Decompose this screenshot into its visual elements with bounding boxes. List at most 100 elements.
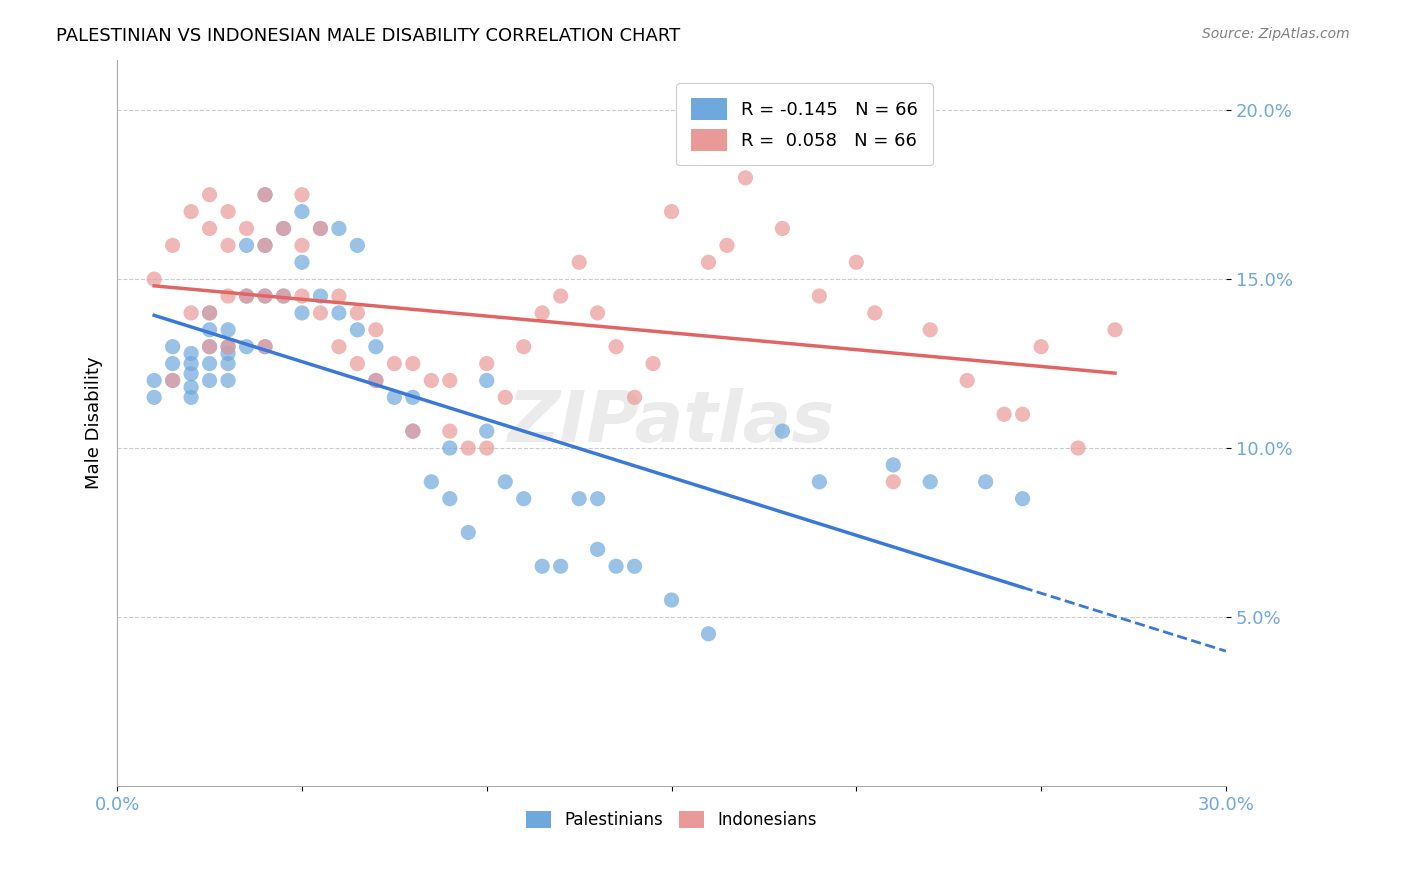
Point	[180, 346, 202, 360]
Point	[1104, 323, 1126, 337]
Point	[291, 204, 314, 219]
Point	[198, 340, 221, 354]
Point	[143, 374, 166, 388]
Point	[217, 374, 239, 388]
Point	[253, 187, 276, 202]
Point	[217, 346, 239, 360]
Point	[346, 306, 368, 320]
Point	[162, 374, 184, 388]
Point	[475, 357, 498, 371]
Point	[882, 458, 904, 472]
Point	[475, 441, 498, 455]
Point	[457, 525, 479, 540]
Point	[586, 491, 609, 506]
Text: ZIPatlas: ZIPatlas	[508, 388, 835, 458]
Point	[439, 491, 461, 506]
Point	[180, 390, 202, 404]
Point	[1011, 491, 1033, 506]
Point	[235, 289, 257, 303]
Point	[420, 475, 443, 489]
Point	[346, 238, 368, 252]
Text: PALESTINIAN VS INDONESIAN MALE DISABILITY CORRELATION CHART: PALESTINIAN VS INDONESIAN MALE DISABILIT…	[56, 27, 681, 45]
Point	[605, 559, 627, 574]
Point	[291, 238, 314, 252]
Point	[808, 289, 831, 303]
Point	[180, 204, 202, 219]
Point	[346, 323, 368, 337]
Point	[382, 357, 405, 371]
Point	[863, 306, 886, 320]
Point	[309, 306, 332, 320]
Point	[439, 441, 461, 455]
Point	[420, 374, 443, 388]
Point	[364, 374, 387, 388]
Point	[217, 323, 239, 337]
Point	[162, 340, 184, 354]
Point	[235, 221, 257, 235]
Point	[291, 187, 314, 202]
Point	[439, 374, 461, 388]
Point	[382, 390, 405, 404]
Point	[217, 357, 239, 371]
Point	[217, 340, 239, 354]
Point	[328, 306, 350, 320]
Point	[475, 424, 498, 438]
Point	[180, 306, 202, 320]
Point	[734, 170, 756, 185]
Point	[198, 357, 221, 371]
Point	[235, 289, 257, 303]
Point	[253, 289, 276, 303]
Point	[291, 255, 314, 269]
Point	[568, 255, 591, 269]
Point	[1067, 441, 1090, 455]
Point	[920, 323, 942, 337]
Point	[253, 187, 276, 202]
Point	[253, 340, 276, 354]
Point	[512, 340, 534, 354]
Point	[402, 357, 425, 371]
Point	[180, 357, 202, 371]
Point	[217, 289, 239, 303]
Point	[697, 255, 720, 269]
Point	[475, 374, 498, 388]
Point	[235, 340, 257, 354]
Point	[291, 289, 314, 303]
Point	[198, 323, 221, 337]
Point	[273, 289, 295, 303]
Point	[1029, 340, 1052, 354]
Point	[808, 475, 831, 489]
Point	[364, 323, 387, 337]
Point	[180, 367, 202, 381]
Point	[1011, 407, 1033, 421]
Point	[697, 627, 720, 641]
Point	[198, 306, 221, 320]
Point	[974, 475, 997, 489]
Point	[309, 221, 332, 235]
Point	[162, 374, 184, 388]
Point	[882, 475, 904, 489]
Point	[309, 289, 332, 303]
Point	[550, 289, 572, 303]
Point	[198, 374, 221, 388]
Point	[143, 390, 166, 404]
Point	[770, 221, 793, 235]
Point	[253, 238, 276, 252]
Point	[993, 407, 1015, 421]
Point	[661, 204, 683, 219]
Point	[328, 289, 350, 303]
Point	[217, 340, 239, 354]
Point	[550, 559, 572, 574]
Point	[328, 221, 350, 235]
Point	[770, 424, 793, 438]
Point	[162, 238, 184, 252]
Point	[661, 593, 683, 607]
Point	[346, 357, 368, 371]
Point	[494, 475, 516, 489]
Point	[623, 559, 645, 574]
Point	[956, 374, 979, 388]
Point	[494, 390, 516, 404]
Point	[198, 221, 221, 235]
Point	[364, 340, 387, 354]
Point	[605, 340, 627, 354]
Point	[402, 390, 425, 404]
